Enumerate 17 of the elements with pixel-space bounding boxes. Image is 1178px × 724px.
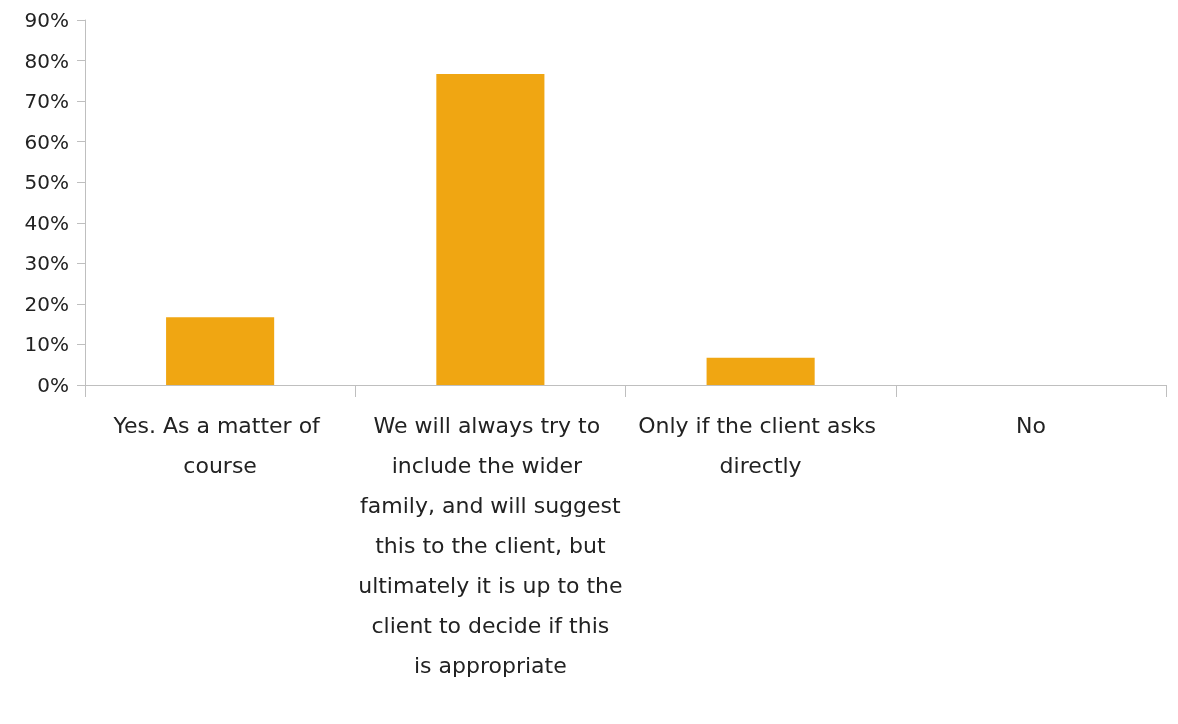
y-tick-label: 20%	[24, 291, 69, 316]
x-tick-label: No	[1015, 412, 1046, 438]
y-tick-label: 90%	[24, 8, 69, 32]
x-tick-label: Only if the client asks directly	[638, 412, 884, 478]
y-tick-label: 30%	[24, 251, 69, 276]
y-tick-label: 60%	[24, 129, 69, 154]
y-tick-label: 10%	[24, 332, 69, 357]
y-tick-label: 0%	[37, 373, 69, 397]
bar	[166, 317, 275, 385]
y-tick-label: 50%	[24, 170, 69, 195]
y-tick-label: 40%	[24, 210, 69, 235]
x-tick-label: We will always try to include the wider family, and will suggest this to the client, but ultimately it is up to the client to decide if this is appropriate	[358, 412, 623, 678]
y-tick-label: 70%	[24, 89, 69, 114]
x-tick-label: Yes. As a matter of course	[112, 412, 327, 478]
y-tick-label: 80%	[24, 48, 69, 73]
bar	[436, 73, 545, 385]
bar	[706, 357, 815, 385]
